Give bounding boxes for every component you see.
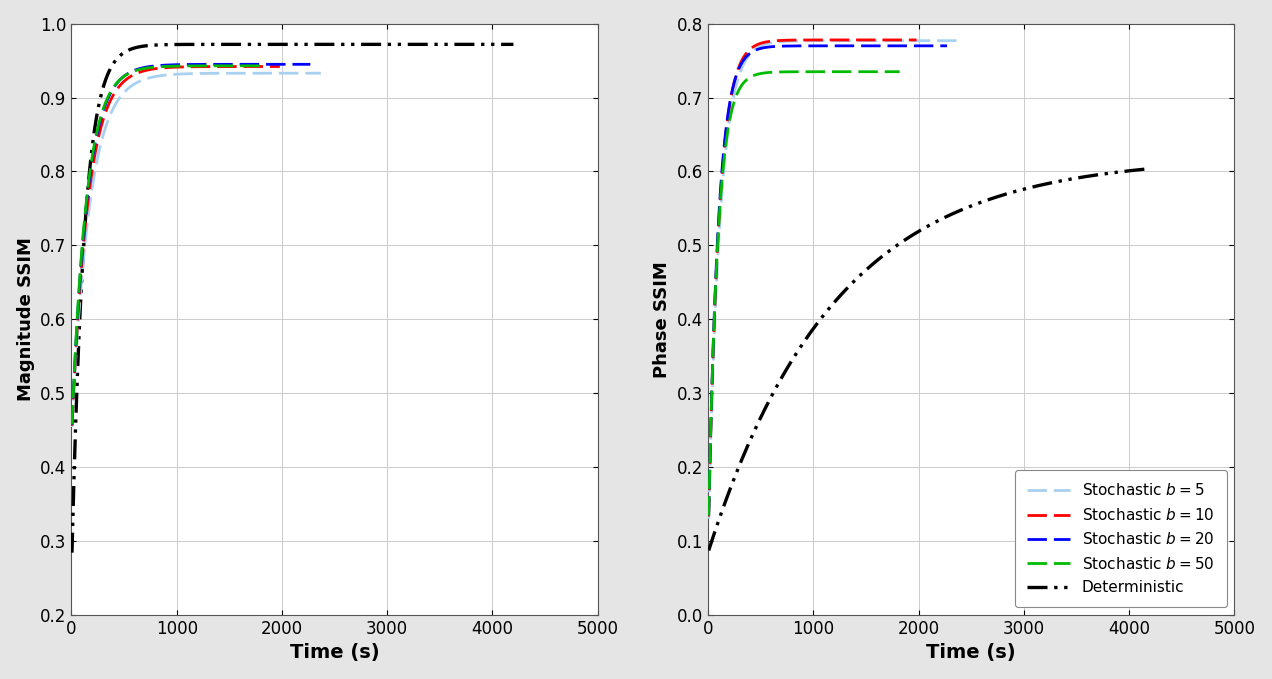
- Y-axis label: Magnitude SSIM: Magnitude SSIM: [17, 238, 34, 401]
- Legend: Stochastic $b = 5$, Stochastic $b = 10$, Stochastic $b = 20$, Stochastic $b = 50: Stochastic $b = 5$, Stochastic $b = 10$,…: [1015, 471, 1226, 607]
- Y-axis label: Phase SSIM: Phase SSIM: [654, 261, 672, 378]
- X-axis label: Time (s): Time (s): [926, 643, 1016, 662]
- X-axis label: Time (s): Time (s): [290, 643, 379, 662]
